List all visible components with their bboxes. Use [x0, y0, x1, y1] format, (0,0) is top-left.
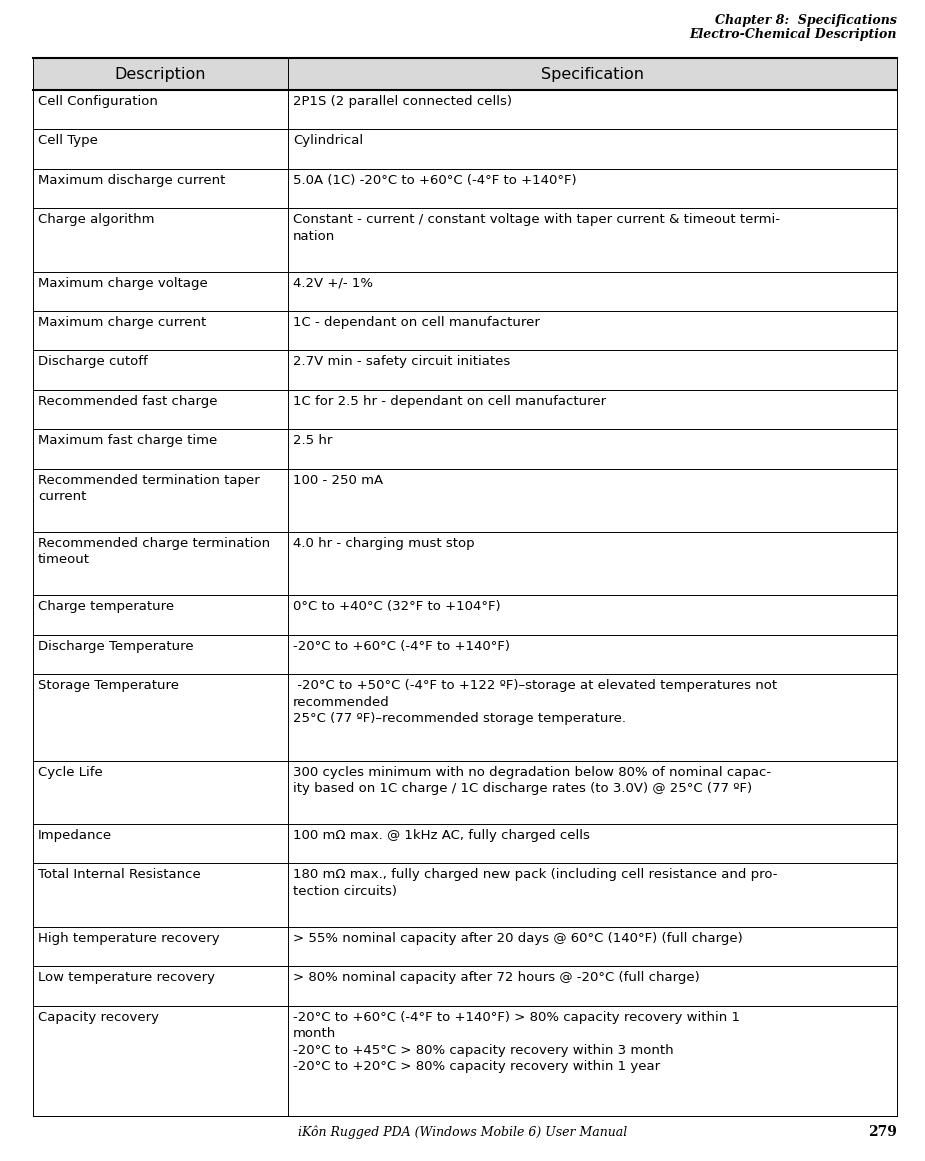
Bar — [33, 675, 897, 760]
Bar — [33, 311, 897, 351]
Text: 5.0A (1C) -20°C to +60°C (-4°F to +140°F): 5.0A (1C) -20°C to +60°C (-4°F to +140°F… — [293, 174, 576, 187]
Bar — [33, 864, 897, 926]
Bar — [33, 635, 897, 675]
Text: Chapter 8:  Specifications: Chapter 8: Specifications — [715, 14, 897, 27]
Bar — [33, 351, 897, 390]
Bar — [33, 966, 897, 1005]
Text: > 55% nominal capacity after 20 days @ 60°C (140°F) (full charge): > 55% nominal capacity after 20 days @ 6… — [293, 931, 743, 945]
Bar — [33, 208, 897, 272]
Text: iKôn Rugged PDA (Windows Mobile 6) User Manual: iKôn Rugged PDA (Windows Mobile 6) User … — [298, 1125, 627, 1139]
Text: 1C for 2.5 hr - dependant on cell manufacturer: 1C for 2.5 hr - dependant on cell manufa… — [293, 395, 606, 408]
Text: 180 mΩ max., fully charged new pack (including cell resistance and pro-
tection : 180 mΩ max., fully charged new pack (inc… — [293, 868, 777, 897]
Bar — [33, 824, 897, 864]
Text: Maximum fast charge time: Maximum fast charge time — [38, 434, 217, 447]
Text: 100 mΩ max. @ 1kHz AC, fully charged cells: 100 mΩ max. @ 1kHz AC, fully charged cel… — [293, 829, 590, 842]
Bar — [33, 390, 897, 430]
Text: 300 cycles minimum with no degradation below 80% of nominal capac-
ity based on : 300 cycles minimum with no degradation b… — [293, 766, 771, 795]
Text: Cell Configuration: Cell Configuration — [38, 95, 158, 108]
Text: Charge algorithm: Charge algorithm — [38, 214, 154, 226]
Text: 2.5 hr: 2.5 hr — [293, 434, 332, 447]
Text: 100 - 250 mA: 100 - 250 mA — [293, 474, 383, 486]
Text: High temperature recovery: High temperature recovery — [38, 931, 219, 945]
Text: Cylindrical: Cylindrical — [293, 135, 363, 147]
Bar — [33, 58, 897, 91]
Bar — [33, 469, 897, 532]
Bar — [33, 596, 897, 635]
Text: Recommended charge termination
timeout: Recommended charge termination timeout — [38, 538, 270, 567]
Text: Maximum discharge current: Maximum discharge current — [38, 174, 226, 187]
Bar — [33, 430, 897, 469]
Text: 4.0 hr - charging must stop: 4.0 hr - charging must stop — [293, 538, 475, 550]
Text: Total Internal Resistance: Total Internal Resistance — [38, 868, 201, 881]
Bar — [33, 168, 897, 208]
Bar — [33, 926, 897, 966]
Text: Recommended fast charge: Recommended fast charge — [38, 395, 217, 408]
Bar — [33, 532, 897, 596]
Text: Cell Type: Cell Type — [38, 135, 98, 147]
Text: Discharge Temperature: Discharge Temperature — [38, 640, 193, 652]
Text: Specification: Specification — [541, 66, 644, 81]
Text: Description: Description — [115, 66, 206, 81]
Text: 279: 279 — [869, 1125, 897, 1139]
Text: Maximum charge current: Maximum charge current — [38, 316, 206, 329]
Text: -20°C to +50°C (-4°F to +122 ºF)–storage at elevated temperatures not
recommende: -20°C to +50°C (-4°F to +122 ºF)–storage… — [293, 679, 777, 724]
Text: 2P1S (2 parallel connected cells): 2P1S (2 parallel connected cells) — [293, 95, 512, 108]
Bar — [33, 272, 897, 311]
Text: Impedance: Impedance — [38, 829, 112, 842]
Text: 4.2V +/- 1%: 4.2V +/- 1% — [293, 276, 373, 289]
Text: -20°C to +60°C (-4°F to +140°F) > 80% capacity recovery within 1
month
-20°C to : -20°C to +60°C (-4°F to +140°F) > 80% ca… — [293, 1010, 740, 1073]
Bar — [33, 91, 897, 130]
Text: -20°C to +60°C (-4°F to +140°F): -20°C to +60°C (-4°F to +140°F) — [293, 640, 510, 652]
Text: Maximum charge voltage: Maximum charge voltage — [38, 276, 208, 289]
Text: 1C - dependant on cell manufacturer: 1C - dependant on cell manufacturer — [293, 316, 540, 329]
Text: Constant - current / constant voltage with taper current & timeout termi-
nation: Constant - current / constant voltage wi… — [293, 214, 780, 243]
Text: Charge temperature: Charge temperature — [38, 600, 174, 613]
Bar — [33, 760, 897, 824]
Text: Capacity recovery: Capacity recovery — [38, 1010, 159, 1024]
Text: 0°C to +40°C (32°F to +104°F): 0°C to +40°C (32°F to +104°F) — [293, 600, 500, 613]
Text: Storage Temperature: Storage Temperature — [38, 679, 179, 692]
Text: Recommended termination taper
current: Recommended termination taper current — [38, 474, 260, 504]
Text: Electro-Chemical Description: Electro-Chemical Description — [689, 28, 897, 41]
Bar — [33, 130, 897, 168]
Text: > 80% nominal capacity after 72 hours @ -20°C (full charge): > 80% nominal capacity after 72 hours @ … — [293, 971, 699, 985]
Text: Cycle Life: Cycle Life — [38, 766, 103, 779]
Text: Low temperature recovery: Low temperature recovery — [38, 971, 215, 985]
Text: 2.7V min - safety circuit initiates: 2.7V min - safety circuit initiates — [293, 355, 510, 368]
Text: Discharge cutoff: Discharge cutoff — [38, 355, 148, 368]
Bar — [33, 1005, 897, 1116]
